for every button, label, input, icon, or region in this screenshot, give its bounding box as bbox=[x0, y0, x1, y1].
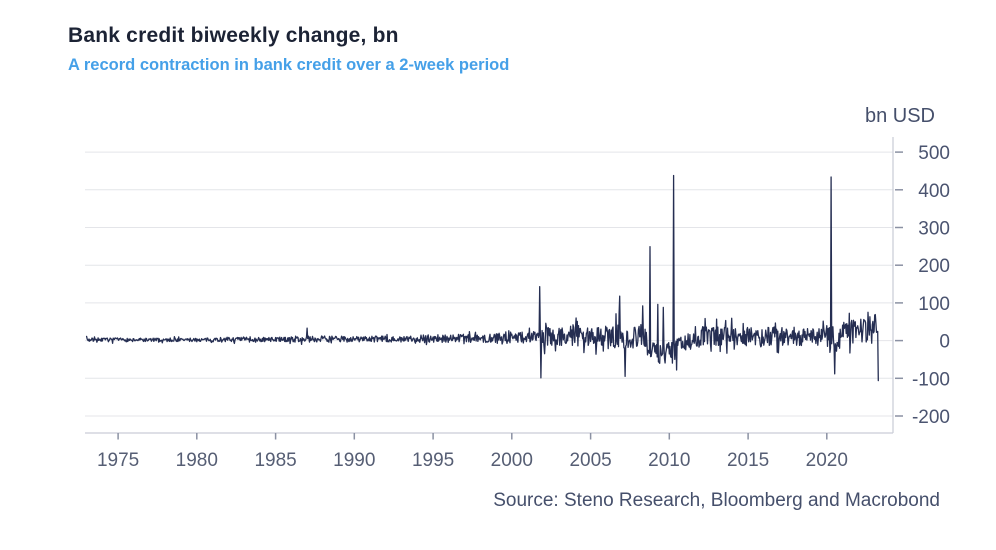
y-tick-label: -200 bbox=[912, 407, 950, 428]
x-tick-label: 2015 bbox=[727, 450, 769, 471]
x-tick-label: 1980 bbox=[176, 450, 218, 471]
source-text: Source: Steno Research, Bloomberg and Ma… bbox=[493, 490, 940, 511]
chart-subtitle: A record contraction in bank credit over… bbox=[68, 56, 510, 74]
x-tick-label: 2020 bbox=[806, 450, 848, 471]
y-tick-label: 100 bbox=[918, 294, 950, 315]
x-tick-label: 1975 bbox=[97, 450, 139, 471]
y-tick-label: 400 bbox=[918, 181, 950, 202]
chart-title: Bank credit biweekly change, bn bbox=[68, 24, 399, 47]
y-tick-label: -100 bbox=[912, 369, 950, 390]
data-series-line bbox=[85, 174, 879, 382]
x-tick-label: 1990 bbox=[333, 450, 375, 471]
y-tick-label: 200 bbox=[918, 256, 950, 277]
x-tick-label: 1995 bbox=[412, 450, 454, 471]
x-tick-label: 1985 bbox=[254, 450, 296, 471]
y-tick-label: 300 bbox=[918, 219, 950, 240]
y-axis-unit-label: bn USD bbox=[864, 105, 935, 127]
y-tick-label: 500 bbox=[918, 143, 950, 164]
y-tick-label: 0 bbox=[939, 332, 950, 353]
x-tick-label: 2010 bbox=[648, 450, 690, 471]
x-tick-label: 2000 bbox=[491, 450, 533, 471]
x-tick-label: 2005 bbox=[569, 450, 611, 471]
